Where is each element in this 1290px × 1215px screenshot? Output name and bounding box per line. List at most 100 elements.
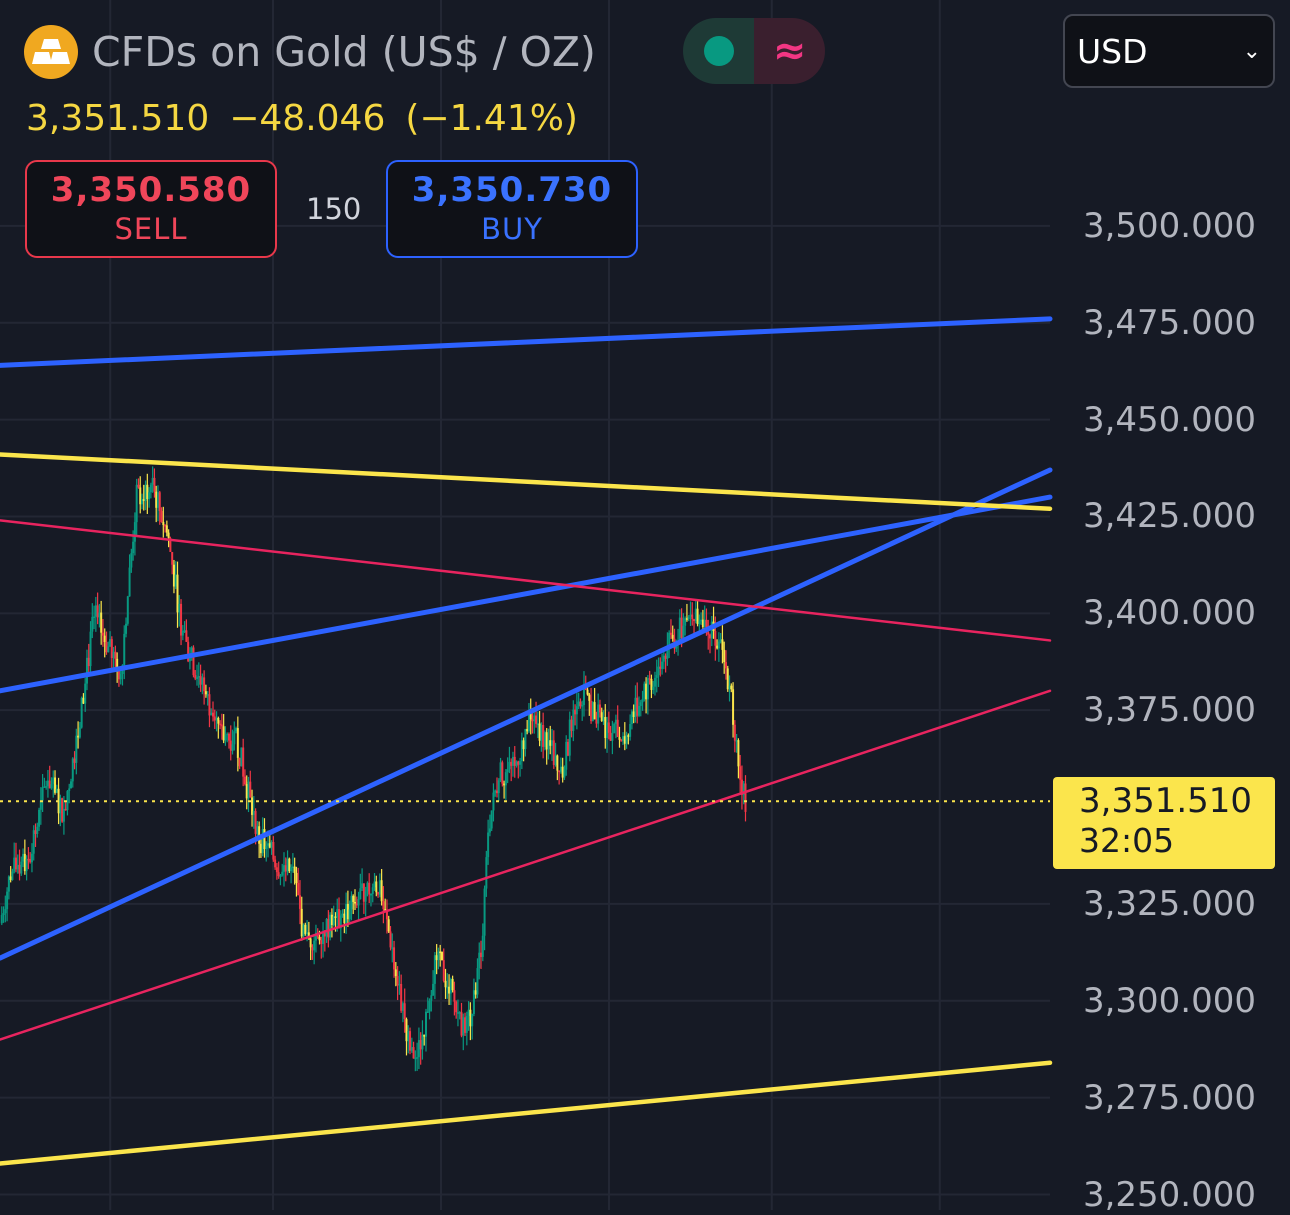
- candle-body: [215, 717, 218, 721]
- candle-body: [236, 728, 239, 758]
- candle-body: [646, 678, 649, 700]
- candle-body: [538, 723, 541, 741]
- candle-body: [18, 864, 21, 874]
- candle-body: [662, 655, 665, 662]
- candle-body: [82, 697, 85, 704]
- candle-body: [396, 976, 399, 986]
- candle-body: [696, 608, 699, 625]
- candle-body: [385, 910, 388, 920]
- trendline-pink[interactable]: [0, 689, 1052, 1041]
- candle-body: [43, 786, 46, 788]
- candle-body: [700, 619, 703, 622]
- candle-body: [339, 915, 342, 929]
- trendline-pink[interactable]: [0, 519, 1052, 642]
- candle-body: [212, 712, 214, 717]
- candle-body: [556, 755, 559, 771]
- candle-body: [614, 719, 617, 724]
- candle-body: [607, 722, 610, 733]
- candle-body: [414, 1057, 417, 1060]
- candle-body: [343, 913, 346, 924]
- candle-body: [579, 701, 582, 707]
- candle-body: [30, 853, 33, 863]
- symbol-header[interactable]: CFDs on Gold (US$ / OZ): [24, 20, 596, 84]
- candle-body: [155, 491, 158, 508]
- candle-body: [508, 761, 511, 770]
- candle-body: [75, 735, 78, 763]
- candle-body: [281, 871, 284, 876]
- candle-body: [590, 700, 593, 722]
- candle-body: [146, 484, 149, 500]
- trendline-yellow[interactable]: [0, 452, 1053, 511]
- candle-body: [231, 744, 234, 751]
- candle-body: [609, 732, 612, 741]
- candle-body: [542, 724, 545, 747]
- candle-body: [274, 859, 277, 868]
- candle-body: [7, 876, 10, 892]
- candle-body: [59, 798, 62, 814]
- candle-body: [442, 960, 445, 981]
- candle-body: [694, 608, 697, 622]
- trendline-blue[interactable]: [0, 467, 1053, 961]
- candle-body: [433, 955, 436, 984]
- candle-body: [524, 728, 527, 750]
- candle-body: [194, 675, 197, 679]
- candle-body: [103, 635, 106, 643]
- candle-body: [245, 784, 248, 799]
- candle-body: [740, 779, 743, 795]
- candle-body: [41, 787, 44, 801]
- price-axis-tick: 3,500.000: [1082, 205, 1256, 246]
- candle-body: [691, 614, 694, 620]
- candle-body: [616, 719, 619, 737]
- candle-body: [2, 913, 5, 916]
- candle-body: [403, 1003, 406, 1020]
- candle-body: [172, 564, 175, 587]
- candle-body: [320, 940, 323, 944]
- candle-body: [723, 649, 726, 663]
- candle-body: [267, 843, 270, 846]
- candle-body: [698, 621, 701, 625]
- candle-body: [249, 781, 252, 798]
- candle-body: [183, 630, 186, 632]
- candle-body: [659, 666, 662, 669]
- candle-body: [456, 1012, 459, 1014]
- candle-body: [254, 811, 257, 834]
- candle-body: [54, 777, 57, 793]
- candle-body: [226, 733, 229, 736]
- candle-body: [719, 639, 722, 642]
- status-pill[interactable]: ≈: [683, 18, 825, 84]
- candle-body: [685, 618, 688, 620]
- currency-select[interactable]: USD ⌄: [1063, 14, 1275, 88]
- candle-body: [526, 728, 529, 732]
- candle-body: [460, 1012, 463, 1036]
- candle-body: [639, 702, 642, 706]
- trendline-blue[interactable]: [0, 494, 1053, 694]
- current-price-label: 3,351.510: [1079, 781, 1253, 822]
- candle-body: [721, 639, 724, 650]
- candle-body: [430, 995, 433, 1001]
- candle-body: [178, 603, 181, 613]
- candle-body: [45, 786, 48, 788]
- spread-value: 150: [306, 192, 362, 226]
- candle-body: [675, 644, 678, 649]
- candle-body: [197, 676, 200, 678]
- candle-body: [474, 990, 477, 995]
- buy-button[interactable]: 3,350.730 BUY: [386, 160, 638, 258]
- candle-body: [421, 1034, 424, 1050]
- trendline-blue[interactable]: [0, 316, 1053, 368]
- candle-body: [4, 909, 7, 914]
- candle-body: [334, 916, 337, 918]
- candle-body: [222, 726, 225, 741]
- candle-body: [160, 511, 163, 522]
- candle-body: [520, 740, 523, 762]
- candle-body: [536, 723, 539, 725]
- candle-body: [25, 858, 28, 872]
- candle-body: [574, 709, 577, 715]
- trendline-yellow[interactable]: [0, 1060, 1053, 1166]
- candle-body: [398, 984, 401, 986]
- candle-body: [354, 901, 356, 904]
- sell-button[interactable]: 3,350.580 SELL: [25, 160, 277, 258]
- candle-body: [522, 740, 525, 750]
- candle-body: [551, 740, 554, 746]
- candle-body: [377, 892, 380, 895]
- candle-body: [630, 711, 633, 724]
